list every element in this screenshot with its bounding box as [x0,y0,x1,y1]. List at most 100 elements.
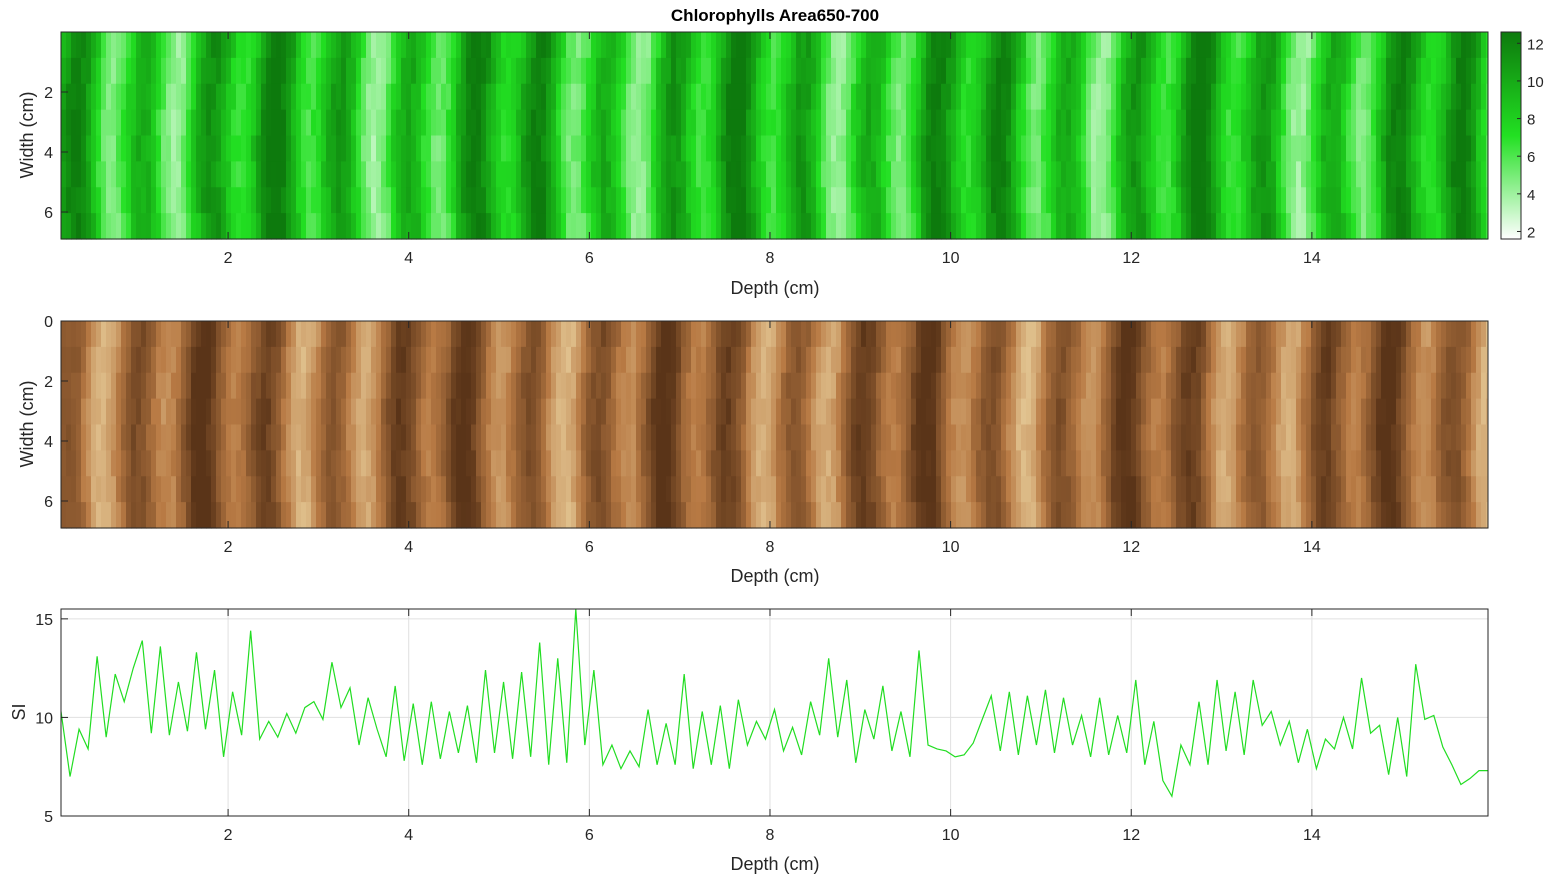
image-cell [1011,109,1017,137]
image-cell [891,346,897,374]
image-cell [486,109,492,137]
image-cell [936,135,942,162]
image-cell [1101,135,1107,162]
image-cell [1351,424,1357,451]
image-cell [686,187,692,214]
image-cell [736,476,742,503]
image-cell [71,424,77,451]
image-cell [381,450,387,477]
image-cell [1231,398,1237,426]
image-cell [366,398,372,426]
image-cell [231,424,237,451]
image-cell [1281,476,1287,503]
image-cell [626,83,632,111]
image-cell [991,32,997,59]
image-cell [1246,57,1252,85]
image-cell [826,502,832,529]
image-cell [396,161,402,188]
image-cell [1261,32,1267,59]
image-cell [916,32,922,59]
image-cell [1446,346,1452,374]
image-cell [1426,424,1432,451]
image-cell [1171,450,1177,477]
image-cell [521,213,527,240]
image-cell [816,321,822,348]
image-cell [786,476,792,503]
image-cell [1246,502,1252,529]
image-cell [1356,321,1362,348]
image-cell [831,346,837,374]
image-cell [1016,424,1022,451]
image-cell [86,187,92,214]
image-cell [1126,109,1132,137]
image-cell [986,450,992,477]
image-cell [311,213,317,240]
image-cell [1246,32,1252,59]
image-cell [571,346,577,374]
sediment-core-image [61,321,1488,529]
image-cell [1196,135,1202,162]
image-cell [971,109,977,137]
image-cell [701,83,707,111]
image-cell [1081,57,1087,85]
image-cell [1416,83,1422,111]
image-cell [976,135,982,162]
image-cell [1301,57,1307,85]
image-cell [956,32,962,59]
image-cell [86,424,92,451]
image-cell [1436,476,1442,503]
image-cell [426,424,432,451]
image-cell [996,321,1002,348]
image-cell [1321,57,1327,85]
image-cell [301,57,307,85]
image-cell [1456,32,1462,59]
image-cell [1201,32,1207,59]
image-cell [836,398,842,426]
image-cell [1291,213,1297,240]
image-cell [646,83,652,111]
image-cell [1071,398,1077,426]
image-cell [96,398,102,426]
image-cell [226,450,232,477]
image-cell [741,109,747,137]
image-cell [351,346,357,374]
image-cell [1136,450,1142,477]
image-cell [1441,372,1447,400]
image-cell [756,424,762,451]
image-cell [411,83,417,111]
image-cell [701,57,707,85]
image-cell [1431,135,1437,162]
image-cell [1151,109,1157,137]
image-cell [131,372,137,400]
image-cell [1271,321,1277,348]
image-cell [1321,83,1327,111]
image-cell [1061,161,1067,188]
image-cell [561,502,567,529]
image-cell [1221,372,1227,400]
image-cell [1431,372,1437,400]
image-cell [1221,187,1227,214]
image-cell [411,109,417,137]
image-cell [456,346,462,374]
image-cell [891,187,897,214]
image-cell [436,187,442,214]
image-cell [831,450,837,477]
image-cell [1081,424,1087,451]
image-cell [466,109,472,137]
image-cell [1106,83,1112,111]
image-cell [1086,187,1092,214]
image-cell [1321,161,1327,188]
image-cell [481,450,487,477]
image-cell [111,213,117,240]
image-cell [416,83,422,111]
image-cell [536,187,542,214]
image-cell [886,398,892,426]
image-cell [991,213,997,240]
image-cell [1386,83,1392,111]
image-cell [136,161,142,188]
image-cell [611,161,617,188]
image-cell [911,321,917,348]
image-cell [366,109,372,137]
image-cell [396,135,402,162]
image-cell [1311,398,1317,426]
